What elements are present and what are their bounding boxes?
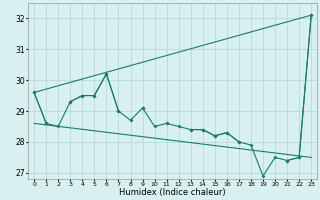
X-axis label: Humidex (Indice chaleur): Humidex (Indice chaleur) [119, 188, 226, 197]
